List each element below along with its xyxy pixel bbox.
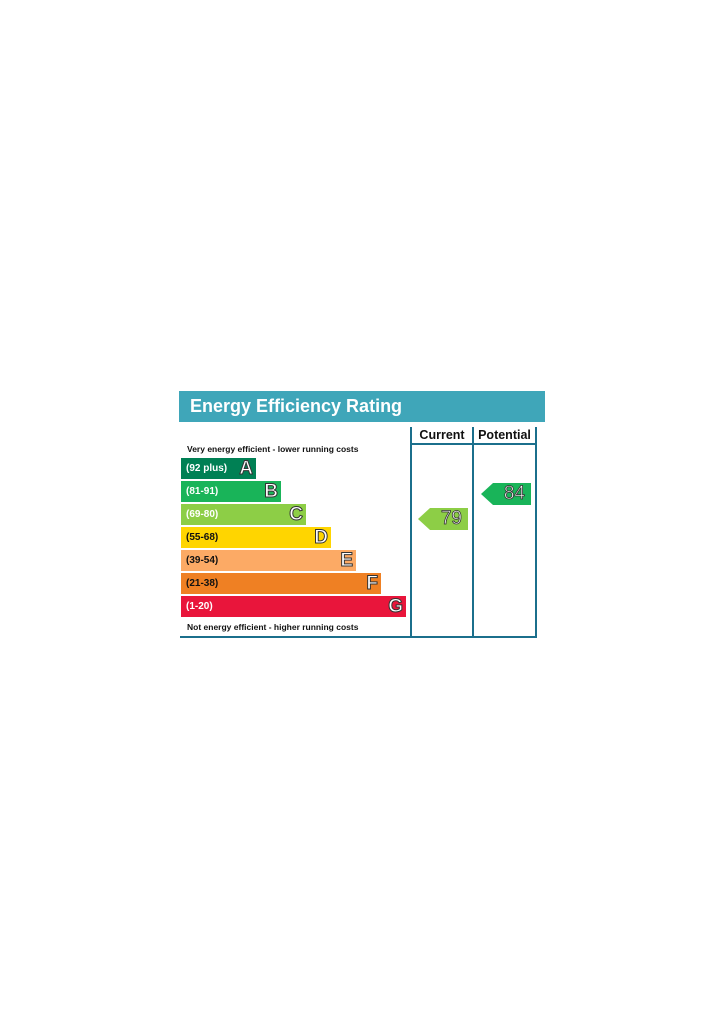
band-range-label: (92 plus) (186, 463, 228, 474)
band-range-label: (81-91) (186, 486, 219, 497)
potential-rating-marker: 84 (481, 483, 531, 505)
frame-left-divider (410, 427, 412, 638)
band-range-label: (21-38) (186, 578, 219, 589)
band-a: (92 plus) A (181, 458, 256, 480)
band-letter: D (314, 527, 329, 549)
band-d: (55-68) D (181, 527, 331, 549)
band-range-label: (69-80) (186, 509, 219, 520)
band-range-label: (1-20) (186, 601, 213, 612)
band-range-label: (39-54) (186, 555, 219, 566)
current-rating-value: 79 (440, 508, 462, 529)
band-letter: B (264, 481, 279, 503)
current-column-header: Current (419, 428, 465, 442)
band-letter: F (366, 573, 379, 595)
bottom-note: Not energy efficient - higher running co… (187, 622, 359, 632)
frame-middle-divider (472, 427, 474, 638)
potential-rating-value: 84 (503, 483, 525, 504)
band-letter: C (289, 504, 304, 526)
current-rating-marker: 79 (418, 508, 468, 530)
chart-title: Energy Efficiency Rating (179, 391, 545, 422)
band-letter: G (388, 596, 404, 618)
band-f: (21-38) F (181, 573, 381, 595)
energy-efficiency-chart: Energy Efficiency Rating Current Potenti… (179, 391, 545, 639)
frame-right-border (535, 427, 537, 638)
band-b: (81-91) B (181, 481, 281, 503)
band-e: (39-54) E (181, 550, 356, 572)
potential-column-header: Potential (478, 428, 531, 442)
band-letter: E (340, 550, 354, 572)
band-g: (1-20) G (181, 596, 406, 618)
band-c: (69-80) C (181, 504, 306, 526)
top-note: Very energy efficient - lower running co… (187, 444, 359, 454)
frame-bottom-border (180, 636, 537, 638)
column-header-rule (410, 443, 537, 445)
band-letter: A (239, 458, 254, 480)
band-range-label: (55-68) (186, 532, 219, 543)
